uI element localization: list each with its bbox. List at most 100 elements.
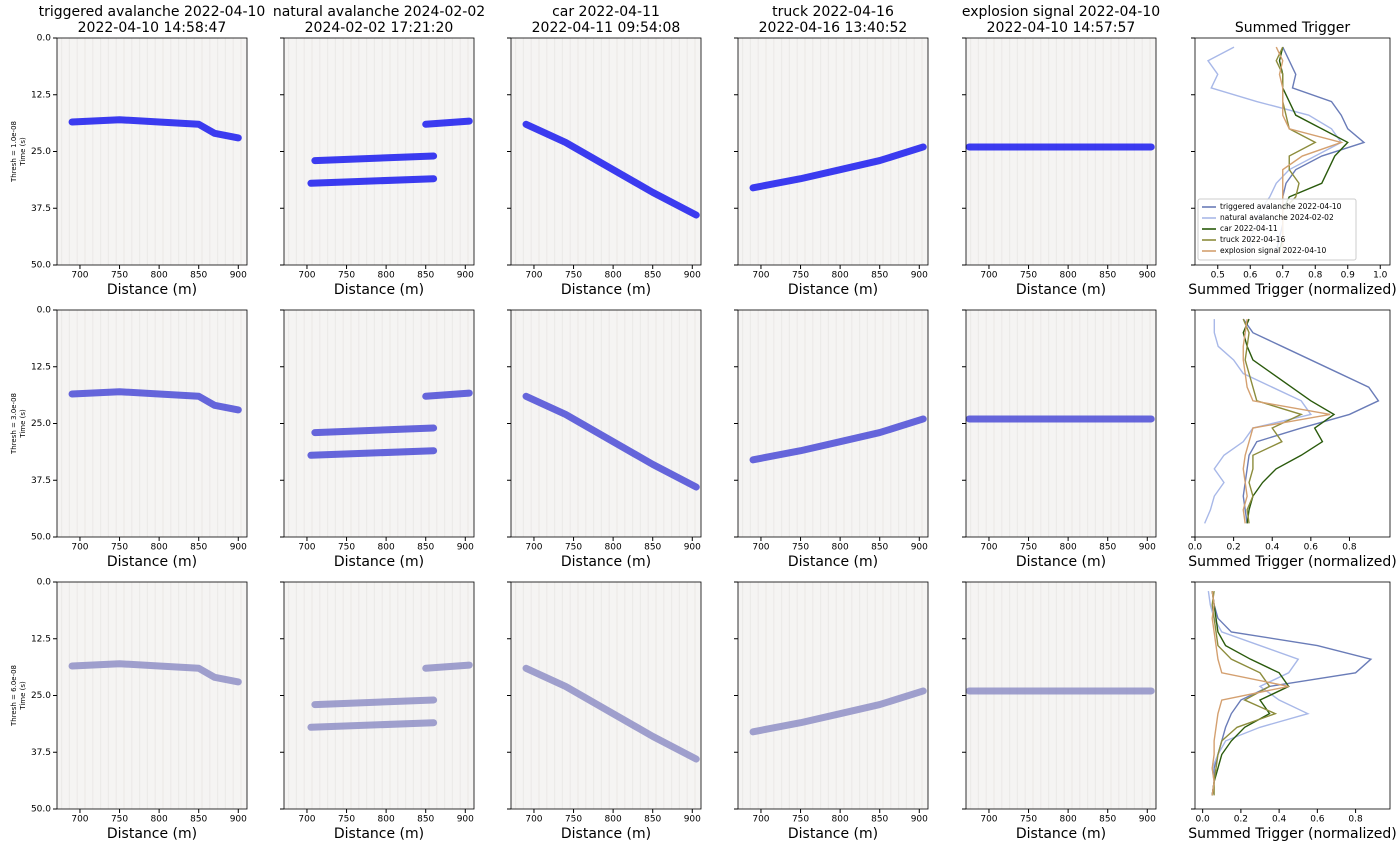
y-tick-label: 12.5 [31,362,51,372]
y-tick-label: 12.5 [31,90,51,100]
texture [451,582,453,809]
plot-frame [510,37,702,266]
texture [1141,582,1143,809]
texture [217,582,219,809]
texture [185,582,187,809]
plot-frame [56,37,248,266]
x-tick-label: 800 [151,271,168,281]
texture [1079,310,1081,537]
texture [970,310,972,537]
texture [1149,38,1151,265]
texture [835,582,837,809]
x-tick-label: 750 [111,815,128,825]
x-axis-label: Distance (m) [107,826,197,842]
texture [921,310,923,537]
texture [232,582,234,809]
texture [76,582,78,809]
x-tick-label: 900 [457,815,474,825]
texture [405,310,407,537]
x-tick-label: 1.0 [1373,271,1388,281]
signal-band [522,664,700,763]
texture [123,310,125,537]
texture [373,310,375,537]
plot-frame [510,581,702,810]
legend-label: truck 2022-04-16 [1220,235,1285,244]
plot-area [284,310,474,537]
texture [84,582,86,809]
y-tick-label: 50.0 [31,805,51,815]
x-tick-label: 800 [605,543,622,553]
texture [405,38,407,265]
y-tick-label: 25.0 [31,691,51,701]
texture [796,310,798,537]
texture [686,310,688,537]
y-axis-label: Time (s) [19,681,27,711]
texture [820,310,822,537]
texture [240,582,242,809]
texture [1001,38,1003,265]
texture [100,38,102,265]
y-tick-label: 37.5 [31,476,51,486]
panel-subtitle: 2022-04-11 09:54:08 [532,20,681,36]
texture [1133,310,1135,537]
texture [882,38,884,265]
x-tick-label: 850 [1099,271,1116,281]
texture [217,310,219,537]
texture [436,310,438,537]
threshold-label: Thresh = 6.0e-08 [10,665,18,727]
texture [1141,38,1143,265]
x-tick-label: 850 [190,815,207,825]
texture [334,310,336,537]
texture [92,38,94,265]
x-tick-label: 0.7 [1276,271,1290,281]
x-tick-label: 0.6 [1304,543,1319,553]
plot-area [738,310,928,537]
x-tick-label: 800 [832,815,849,825]
plot-area [966,582,1156,809]
y-tick-label: 37.5 [31,748,51,758]
legend-label: natural avalanche 2024-02-02 [1220,213,1334,222]
plot-area [511,38,701,265]
x-tick-label: 750 [1020,543,1037,553]
texture [154,310,156,537]
x-tick-label: 800 [605,271,622,281]
texture [288,310,290,537]
signal-band [422,117,473,128]
texture [812,38,814,265]
texture [993,582,995,809]
texture [765,582,767,809]
texture [616,582,618,809]
x-tick-label: 0.6 [1243,271,1258,281]
texture [694,310,696,537]
texture [350,582,352,809]
texture [866,582,868,809]
texture [115,38,117,265]
texture [366,310,368,537]
texture [1118,310,1120,537]
texture [436,38,438,265]
panel-subtitle: 2022-04-10 14:57:57 [987,20,1136,36]
texture [295,310,297,537]
x-tick-label: 750 [338,271,355,281]
texture [146,582,148,809]
texture [608,582,610,809]
texture [647,582,649,809]
texture [515,310,517,537]
texture [977,310,979,537]
texture [671,38,673,265]
plot-area [738,582,928,809]
texture [232,310,234,537]
y-tick-label: 50.0 [31,261,51,271]
texture [201,582,203,809]
texture [773,582,775,809]
texture [851,582,853,809]
texture [561,582,563,809]
texture [616,310,618,537]
texture [342,38,344,265]
x-tick-label: 700 [298,815,315,825]
texture [757,38,759,265]
texture [851,38,853,265]
trigger-line [1204,319,1313,524]
plot-frame [283,37,475,266]
